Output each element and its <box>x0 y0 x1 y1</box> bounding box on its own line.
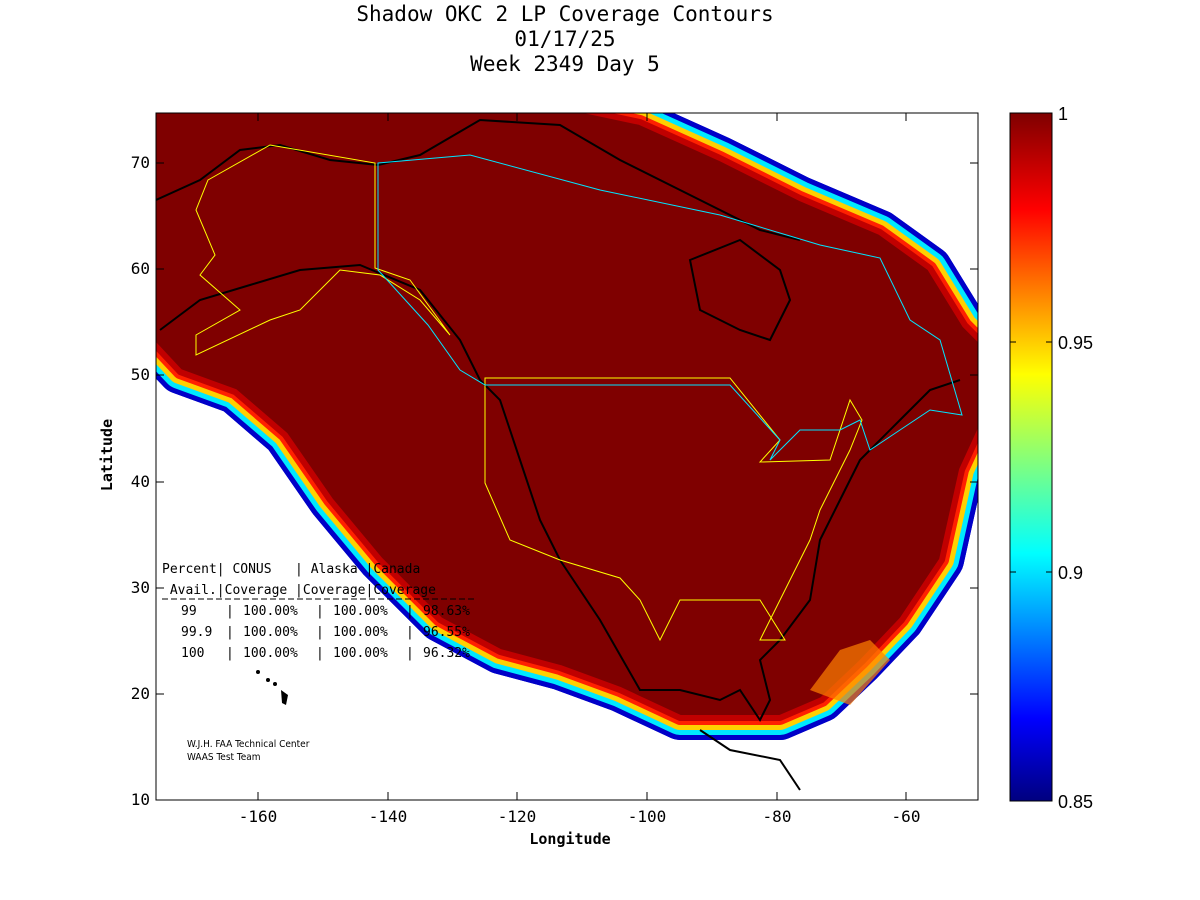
alaska-cell: 100.00% <box>333 646 388 661</box>
axis-ticks <box>156 113 978 800</box>
separator: | <box>406 646 414 661</box>
canada-cell: 96.55% <box>423 625 470 640</box>
alaska-boundary <box>195 144 451 356</box>
y-tick-label: 40 <box>131 472 150 491</box>
y-tick-label: 70 <box>131 153 150 172</box>
coverage-table: Percent| CONUS | Alaska |Canada Avail.|C… <box>162 562 476 661</box>
separator: | <box>226 625 234 640</box>
canada-boundary <box>377 154 963 461</box>
chart-week-day: Week 2349 Day 5 <box>470 52 660 76</box>
chart-date: 01/17/25 <box>514 27 616 51</box>
conus-cell: 100.00% <box>243 646 298 661</box>
credit-line: W.J.H. FAA Technical Center <box>187 739 310 750</box>
separator: | <box>226 646 234 661</box>
hawaii-islands <box>256 670 288 705</box>
colorbar-tick-label: 0.95 <box>1058 333 1093 353</box>
x-tick-label: -100 <box>628 807 667 826</box>
conus-cell: 100.00% <box>243 625 298 640</box>
credit-line: WAAS Test Team <box>187 752 261 763</box>
chart-title: Shadow OKC 2 LP Coverage Contours <box>356 2 774 26</box>
x-axis-label: Longitude <box>529 830 610 848</box>
avail-cell: 100 <box>181 646 204 661</box>
colorbar-tick-label: 1 <box>1058 104 1068 124</box>
canada-cell: 96.32% <box>423 646 470 661</box>
alaska-cell: 100.00% <box>333 604 388 619</box>
table-header-1: Percent| CONUS | Alaska |Canada <box>162 562 420 577</box>
x-tick-label: -60 <box>892 807 921 826</box>
avail-cell: 99.9 <box>181 625 212 640</box>
y-tick-label: 60 <box>131 259 150 278</box>
table-header-2: Avail.|Coverage |Coverage|Coverage <box>162 583 436 598</box>
canada-cell: 98.63% <box>423 604 470 619</box>
separator: | <box>226 604 234 619</box>
y-tick-label: 50 <box>131 365 150 384</box>
coverage-contours <box>156 113 978 791</box>
table-row: 100 | 100.00% | 100.00% | 96.32% <box>181 646 470 661</box>
separator: | <box>316 625 324 640</box>
separator: | <box>316 646 324 661</box>
x-tick-label: -120 <box>498 807 537 826</box>
table-row: 99.9 | 100.00% | 100.00% | 96.55% <box>181 625 470 640</box>
x-tick-label: -160 <box>239 807 278 826</box>
colorbar-tick-label: 0.85 <box>1058 792 1093 812</box>
plot-frame <box>155 112 979 801</box>
table-row: 99 | 100.00% | 100.00% | 98.63% <box>181 604 470 619</box>
colorbar-ticks <box>1010 341 1052 573</box>
conus-boundary <box>484 377 863 642</box>
y-tick-label: 10 <box>131 790 150 809</box>
separator: | <box>406 604 414 619</box>
y-tick-label: 20 <box>131 684 150 703</box>
y-tick-label: 30 <box>131 578 150 597</box>
avail-cell: 99 <box>181 604 197 619</box>
coastlines <box>156 118 961 791</box>
y-axis-label: Latitude <box>98 419 116 491</box>
separator: | <box>316 604 324 619</box>
alaska-cell: 100.00% <box>333 625 388 640</box>
colorbar <box>1009 112 1053 802</box>
x-tick-label: -80 <box>763 807 792 826</box>
x-tick-label: -140 <box>369 807 408 826</box>
conus-cell: 100.00% <box>243 604 298 619</box>
colorbar-tick-label: 0.9 <box>1058 563 1083 583</box>
separator: | <box>406 625 414 640</box>
